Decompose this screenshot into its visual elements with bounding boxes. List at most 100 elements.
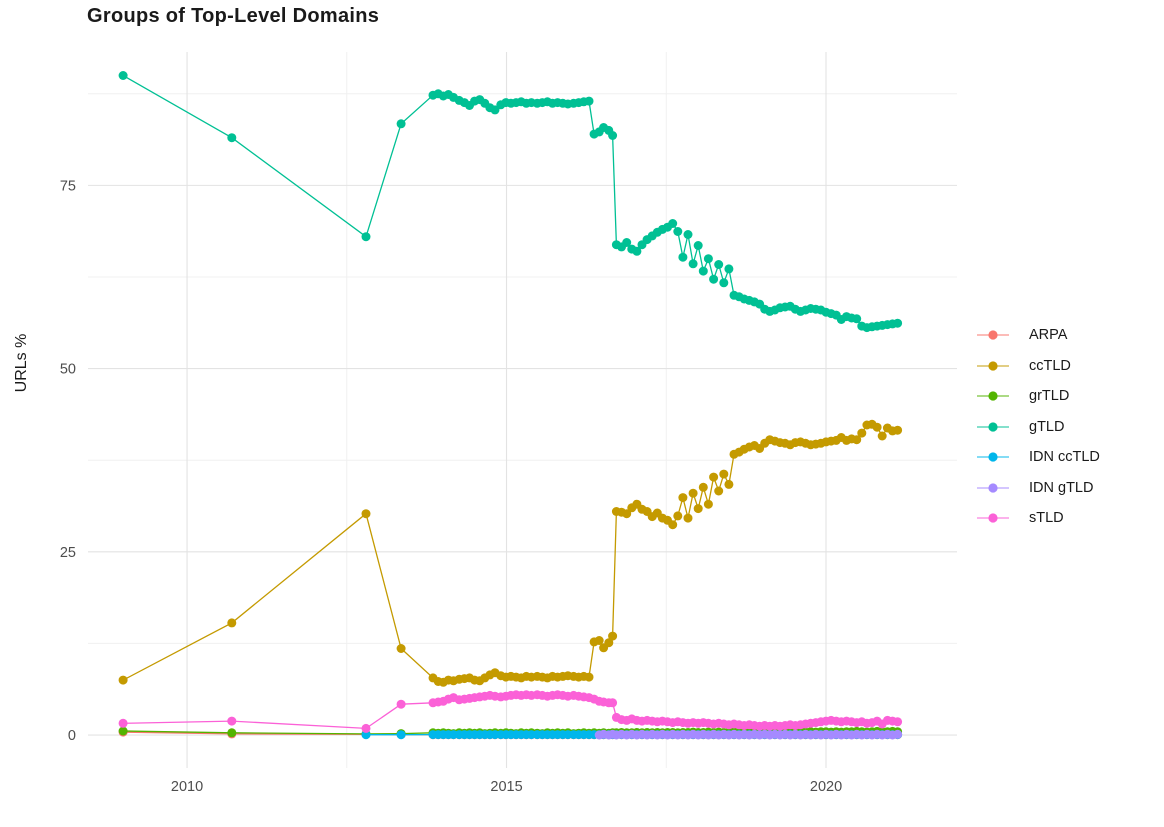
data-point <box>396 119 406 129</box>
data-point <box>893 318 903 328</box>
data-point <box>490 105 500 115</box>
data-point <box>118 726 128 736</box>
data-point <box>594 636 604 645</box>
y-tick-label: 0 <box>68 728 76 744</box>
data-point <box>622 509 632 519</box>
data-point <box>714 260 724 269</box>
data-point <box>118 675 128 685</box>
data-point <box>714 486 724 496</box>
data-point <box>227 133 237 143</box>
legend-key-icon <box>977 513 1009 523</box>
data-point <box>857 428 867 438</box>
data-point <box>683 230 693 239</box>
gridlines-minor <box>88 52 957 768</box>
data-point <box>632 246 642 256</box>
data-point <box>227 716 237 726</box>
data-point <box>668 219 678 228</box>
data-point <box>118 718 128 728</box>
data-point <box>227 618 237 628</box>
y-tick-label: 25 <box>60 545 76 561</box>
data-point <box>396 730 406 740</box>
data-point <box>361 730 371 740</box>
legend-label: ccTLD <box>1029 357 1071 374</box>
data-point <box>604 638 614 648</box>
x-tick-label: 2015 <box>490 779 522 795</box>
data-point <box>719 278 729 288</box>
data-point <box>584 672 594 682</box>
legend-item-gtld: gTLD <box>976 412 1100 443</box>
data-point <box>361 723 371 733</box>
x-tick-label: 2010 <box>171 779 203 795</box>
legend-item-idn-gtld: IDN gTLD <box>976 473 1100 504</box>
legend-label: IDN ccTLD <box>1029 449 1100 466</box>
legend-key-icon <box>977 391 1009 401</box>
x-tick-label: 2020 <box>810 779 842 795</box>
data-point <box>118 71 128 80</box>
chart-title: Groups of Top-Level Domains <box>87 5 380 27</box>
series-cctld <box>118 419 903 687</box>
legend-item-grtld: grTLD <box>976 381 1100 412</box>
legend-key-icon <box>977 452 1009 462</box>
data-point <box>698 482 708 492</box>
legend: ARPA ccTLD grTLD gTLD IDN ccTLD IDN gTLD sTLD <box>976 320 1100 534</box>
legend-item-idn-cctld: IDN ccTLD <box>976 442 1100 473</box>
y-tick-label: 50 <box>60 362 76 378</box>
gridlines-major <box>88 52 957 768</box>
data-point <box>688 259 698 269</box>
data-point <box>683 513 693 523</box>
legend-key-icon <box>977 330 1009 340</box>
legend-item-stld: sTLD <box>976 503 1100 534</box>
data-point <box>893 425 903 435</box>
data-point <box>608 698 618 708</box>
data-point <box>361 232 371 242</box>
legend-label: grTLD <box>1029 388 1070 405</box>
legend-key-icon <box>977 483 1009 493</box>
legend-key-icon <box>977 422 1009 432</box>
data-point <box>227 728 237 738</box>
data-point <box>693 504 703 514</box>
legend-label: sTLD <box>1029 510 1064 527</box>
data-point <box>877 431 887 441</box>
data-point <box>703 254 713 264</box>
data-point <box>396 699 406 709</box>
data-point <box>724 264 734 274</box>
data-point <box>872 422 882 432</box>
legend-label: ARPA <box>1029 327 1068 344</box>
axis-tick-labels: 0 25 50 75 2010 2015 2020 <box>60 178 842 795</box>
data-point <box>709 274 719 284</box>
data-point <box>709 472 719 482</box>
data-point <box>668 520 678 530</box>
data-point <box>698 266 708 276</box>
data-point <box>622 238 632 247</box>
data-point <box>893 729 903 739</box>
legend-key-icon <box>977 361 1009 371</box>
series-line <box>122 74 898 329</box>
data-point <box>719 469 729 479</box>
data-point <box>608 131 618 140</box>
data-point <box>673 511 683 521</box>
data-point <box>852 435 862 445</box>
data-point <box>688 488 698 498</box>
data-point <box>893 717 903 727</box>
data-point <box>678 493 688 503</box>
data-point <box>724 479 734 489</box>
legend-item-arpa: ARPA <box>976 320 1100 351</box>
data-point <box>678 252 688 262</box>
data-point <box>852 314 862 324</box>
data-point <box>608 631 618 641</box>
data-point <box>584 96 594 106</box>
legend-item-cctld: ccTLD <box>976 351 1100 382</box>
data-point <box>361 509 371 519</box>
series-idn-gtld <box>594 729 903 740</box>
legend-label: IDN gTLD <box>1029 479 1094 496</box>
data-point <box>703 499 713 509</box>
data-point <box>673 227 683 236</box>
series-gtld <box>118 71 903 333</box>
legend-label: gTLD <box>1029 418 1065 435</box>
data-point <box>693 241 703 250</box>
y-tick-label: 75 <box>60 178 76 194</box>
data-point <box>396 644 406 653</box>
series-stld <box>118 690 903 733</box>
